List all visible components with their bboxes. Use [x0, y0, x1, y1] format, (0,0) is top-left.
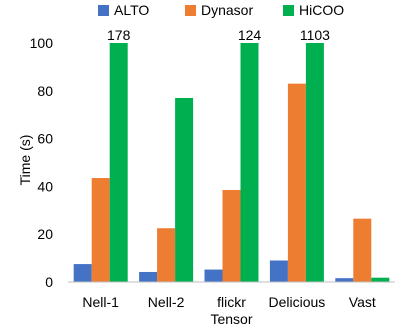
bar-annotation: 124: [238, 27, 262, 43]
bar-annotation: 1103: [300, 27, 330, 43]
bar-hicoo-nell-1: [109, 43, 128, 282]
y-tick-label: 60: [37, 131, 53, 147]
x-tick-label: Nell-2: [148, 294, 185, 310]
bar-dynasor-flickr: [222, 189, 241, 282]
x-tick-label: flickr: [217, 294, 246, 310]
bar-alto-flickr: [204, 269, 223, 282]
bar-alto-vast: [335, 278, 354, 282]
x-axis-title: Tensor: [210, 311, 252, 327]
legend-label-dynasor: Dynasor: [201, 2, 253, 18]
bar-hicoo-nell-2: [175, 97, 194, 282]
bar-dynasor-nell-2: [157, 228, 176, 282]
bar-dynasor-vast: [353, 218, 372, 282]
y-tick-label: 100: [30, 35, 54, 51]
bar-hicoo-delicious: [305, 43, 324, 282]
legend-swatch-alto: [98, 5, 109, 16]
bar-hicoo-vast: [371, 277, 390, 282]
bar-annotation: 178: [107, 27, 131, 43]
x-tick-label: Delicious: [268, 294, 325, 310]
y-axis: Time (s) 0 20 40 60 80 100: [17, 35, 53, 290]
bar-hicoo-flickr: [240, 43, 259, 282]
x-tick-label: Vast: [349, 294, 376, 310]
x-tick-label: Nell-1: [82, 294, 119, 310]
bar-alto-nell-1: [73, 264, 92, 282]
x-axis: Tensor Nell-1 Nell-2 flickr Delicious Vast: [82, 294, 375, 327]
legend-label-hicoo: HiCOO: [299, 2, 344, 18]
bar-dynasor-delicious: [287, 83, 306, 282]
y-tick-label: 80: [37, 83, 53, 99]
legend-label-alto: ALTO: [114, 2, 149, 18]
bar-dynasor-nell-1: [91, 178, 110, 282]
y-tick-label: 20: [37, 226, 53, 242]
bar-alto-delicious: [269, 260, 288, 282]
bar-annotations: 178 124 1103: [107, 27, 330, 43]
legend-swatch-hicoo: [283, 5, 294, 16]
bars: [73, 43, 390, 282]
legend-swatch-dynasor: [185, 5, 196, 16]
bar-alto-nell-2: [139, 271, 158, 282]
y-tick-label: 40: [37, 178, 53, 194]
y-tick-label: 0: [45, 274, 53, 290]
y-axis-title: Time (s): [17, 135, 33, 186]
legend: ALTO Dynasor HiCOO: [98, 2, 344, 18]
